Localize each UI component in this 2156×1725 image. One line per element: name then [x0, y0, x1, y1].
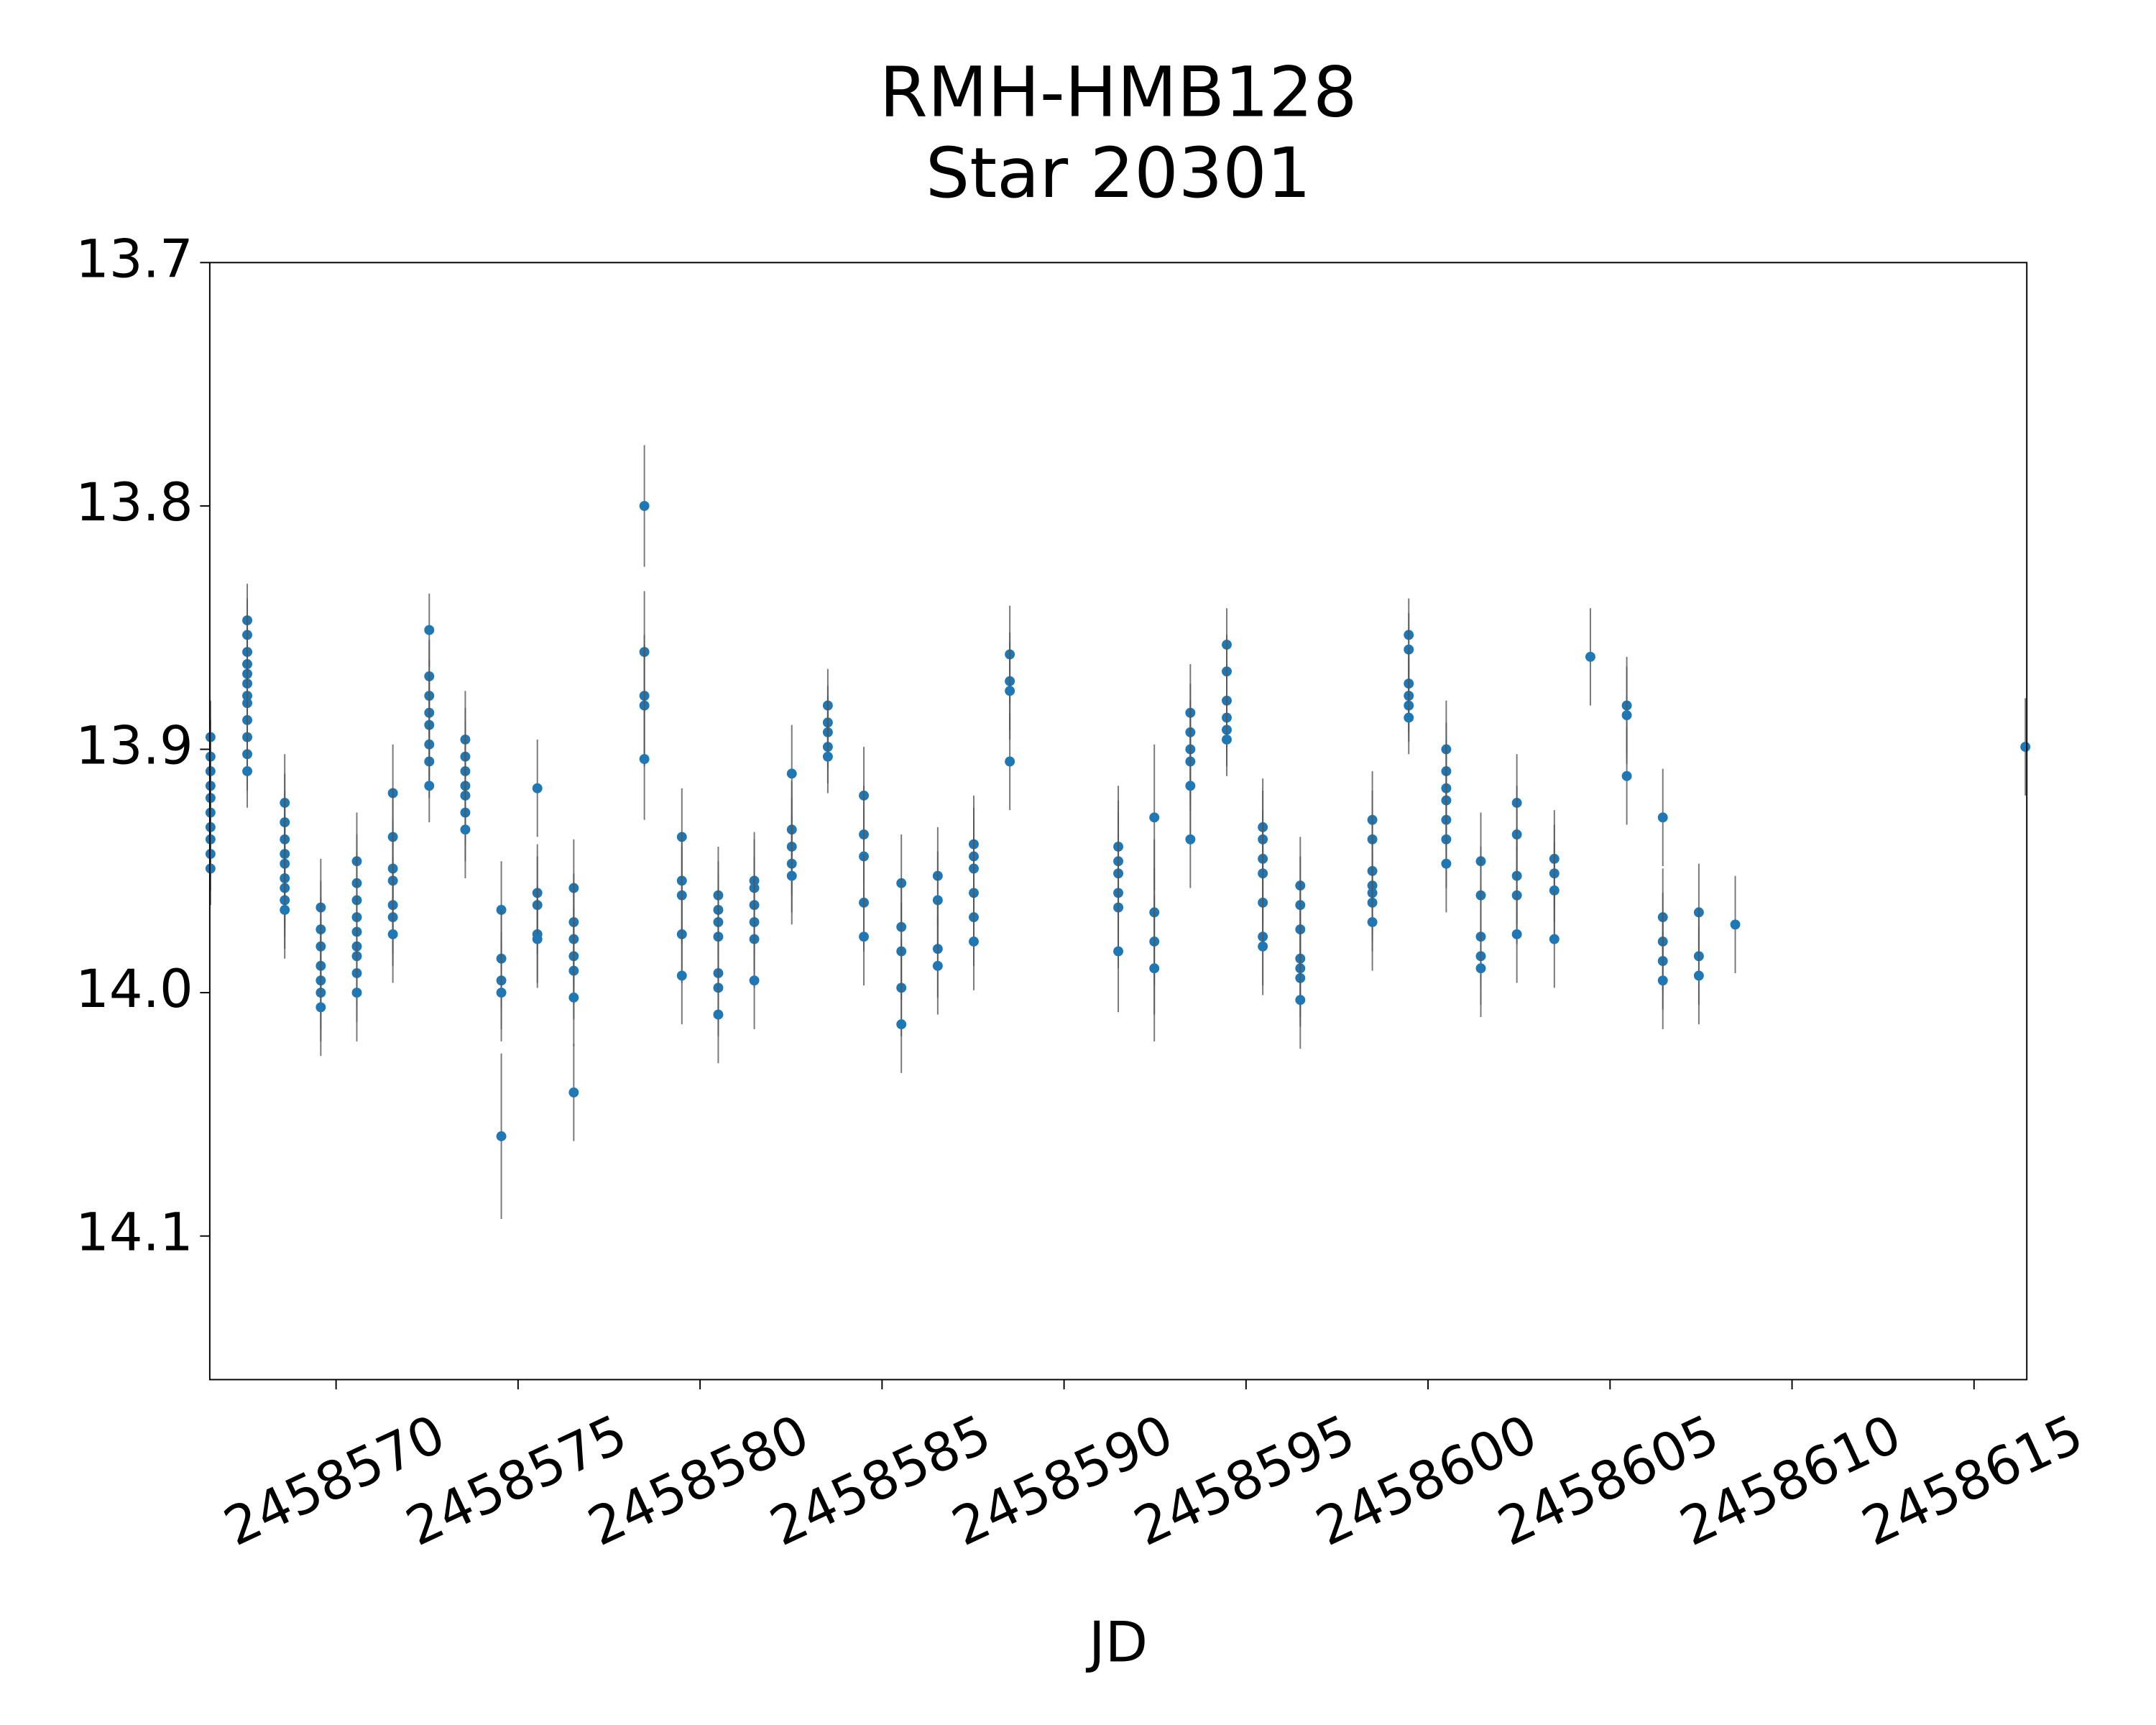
data-point	[1511, 929, 1522, 939]
data-point	[1295, 995, 1306, 1006]
data-point	[859, 932, 869, 942]
plot-area	[205, 445, 2031, 1219]
data-point	[969, 937, 979, 947]
data-point	[496, 988, 507, 998]
data-point	[1730, 919, 1741, 930]
data-point	[713, 1009, 724, 1020]
data-point	[1258, 941, 1268, 952]
chart-subtitle: Star 20301	[926, 132, 1311, 213]
data-point	[1185, 834, 1196, 845]
y-tick-label: 13.8	[75, 472, 193, 533]
data-point	[1113, 946, 1124, 957]
data-point	[1621, 770, 1632, 781]
data-point	[1005, 686, 1015, 696]
data-point	[932, 960, 943, 971]
y-tick-label: 13.7	[75, 229, 193, 290]
data-point	[351, 988, 362, 998]
data-point	[496, 1131, 507, 1141]
data-point	[532, 934, 543, 944]
data-point	[1475, 963, 1486, 974]
data-point	[280, 905, 290, 915]
data-point	[242, 766, 253, 776]
data-point	[1222, 735, 1232, 745]
data-point	[676, 970, 687, 981]
data-point	[1693, 970, 1704, 981]
data-point	[568, 992, 579, 1003]
data-point	[786, 870, 797, 881]
data-point	[387, 929, 398, 939]
data-point	[2020, 742, 2031, 753]
data-point	[1441, 858, 1452, 869]
data-point	[1005, 756, 1015, 767]
y-tick-label: 13.9	[75, 716, 193, 777]
data-point	[424, 625, 435, 635]
data-point	[205, 863, 216, 874]
data-point	[1585, 651, 1595, 662]
data-point	[1657, 975, 1668, 986]
data-point	[822, 751, 833, 762]
data-point	[424, 781, 435, 791]
data-point	[1149, 963, 1160, 974]
x-axis-label: JD	[1086, 1611, 1148, 1675]
y-tick-label: 14.0	[75, 959, 193, 1020]
data-point	[1549, 934, 1560, 944]
data-point	[1657, 812, 1668, 823]
data-point	[749, 975, 760, 986]
data-point	[1185, 781, 1196, 791]
data-point	[315, 1002, 326, 1013]
y-tick-label: 14.1	[75, 1202, 193, 1264]
chart-title: RMH-HMB128	[880, 52, 1358, 133]
data-point	[460, 824, 471, 835]
data-point	[1367, 916, 1378, 927]
data-point	[1621, 710, 1632, 721]
data-point	[532, 783, 543, 794]
data-point	[1404, 712, 1414, 723]
data-point	[639, 754, 650, 765]
axes-frame	[208, 262, 2028, 1381]
data-point	[786, 768, 797, 779]
data-point	[1149, 812, 1160, 823]
data-point	[639, 500, 650, 511]
data-point	[568, 1087, 579, 1098]
data-point	[896, 1019, 907, 1030]
